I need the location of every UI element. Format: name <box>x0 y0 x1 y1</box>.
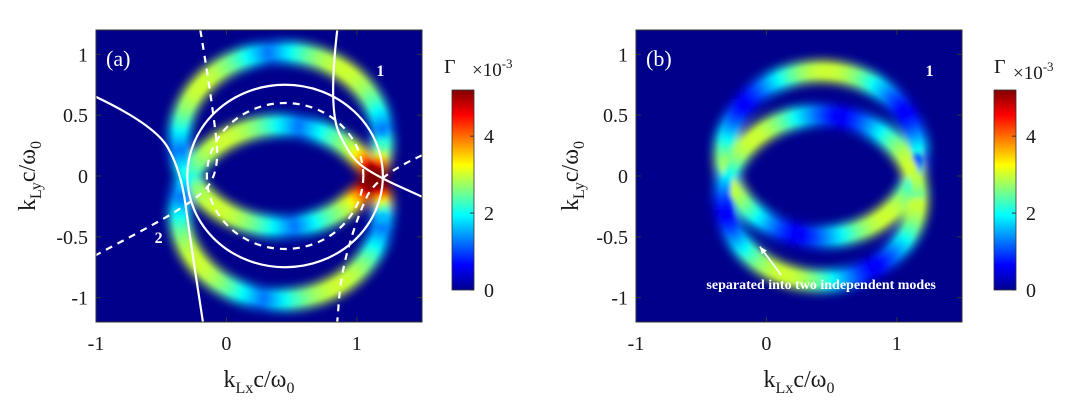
panel-label: (a) <box>106 46 130 71</box>
panel-label: (b) <box>646 46 672 71</box>
heat-core <box>376 211 389 223</box>
overlay-curves <box>96 30 422 322</box>
colorbar-tick-label: 4 <box>484 126 494 148</box>
colorbar-a: Γ ×10-3 0 2 4 <box>444 56 513 302</box>
annotations: 1 separated into two independent modes <box>706 63 936 293</box>
dashed-overlay-curve <box>205 101 365 251</box>
heatmap-layer <box>168 41 394 311</box>
annotation-arrow-head <box>759 246 767 255</box>
colorbar-title: Γ <box>444 56 456 78</box>
annotation-note: separated into two independent modes <box>706 278 936 293</box>
colorbar-ticks: 0 2 4 <box>1012 126 1036 302</box>
colorbar-gradient <box>993 89 1017 291</box>
x-tick-label: 1 <box>892 333 902 355</box>
heatmap-layer <box>713 60 929 292</box>
colorbar-multiplier: ×10-3 <box>472 56 513 81</box>
y-tick-label: 0.5 <box>63 105 88 127</box>
annotation-label: 1 <box>925 63 933 80</box>
x-tick-label: -1 <box>628 333 645 355</box>
y-tick-label: -1 <box>71 288 88 310</box>
dashed-overlay-curve <box>96 30 219 257</box>
x-tick-label: 0 <box>761 333 771 355</box>
annotation-label: 2 <box>155 230 163 247</box>
solid-overlay-curve <box>96 95 205 322</box>
annotations: 12 <box>155 63 385 247</box>
colorbar-tick-label: 2 <box>1026 203 1036 225</box>
x-tick-label: -1 <box>88 333 105 355</box>
x-axis-label: kLxc/ω0 <box>764 367 835 397</box>
colorbar-title: Γ <box>994 56 1006 78</box>
y-axis-label: kLyc/ω0 <box>558 141 588 211</box>
axis-ticks: -1 0 1 1 0.5 0 -0.5 -1 <box>56 30 422 355</box>
annotation-label: 1 <box>376 63 384 80</box>
y-tick-label: -0.5 <box>56 227 88 249</box>
colorbar-tick-label: 0 <box>1026 280 1036 302</box>
colorbar-b: Γ ×10-3 0 2 4 <box>993 56 1054 302</box>
y-tick-label: 0.5 <box>603 105 628 127</box>
colorbar-tick-label: 2 <box>484 203 494 225</box>
dashed-overlay-curve <box>336 154 422 322</box>
y-tick-label: 1 <box>618 44 628 66</box>
x-tick-label: 1 <box>352 333 362 355</box>
colorbar-tick-label: 4 <box>1026 126 1036 148</box>
y-axis-label: kLyc/ω0 <box>15 141 45 211</box>
x-axis-label: kLxc/ω0 <box>224 367 295 397</box>
colorbar-ticks: 0 2 4 <box>470 126 494 302</box>
panel-b: 1 separated into two independent modes -1… <box>558 29 963 397</box>
y-tick-label: 0 <box>618 166 628 188</box>
y-tick-label: -1 <box>611 288 628 310</box>
heat-core <box>911 196 924 209</box>
colorbar-tick-label: 0 <box>484 280 494 302</box>
y-tick-label: 1 <box>78 44 88 66</box>
colorbar-gradient <box>451 89 475 291</box>
heat-core <box>376 138 389 150</box>
heat-core <box>911 152 924 165</box>
axis-ticks: -1 0 1 1 0.5 0 -0.5 -1 <box>596 30 962 355</box>
y-tick-label: 0 <box>78 166 88 188</box>
panel-a: 12 -1 0 110.50-0.5-1 (a) kLxc/ω0 kLyc/ω0 <box>15 29 423 397</box>
x-tick-label: 0 <box>221 333 231 355</box>
y-tick-label: -0.5 <box>596 227 628 249</box>
solid-overlay-curve <box>332 30 422 198</box>
colorbar-multiplier: ×10-3 <box>1013 59 1054 84</box>
solid-overlay-curve <box>186 83 384 269</box>
